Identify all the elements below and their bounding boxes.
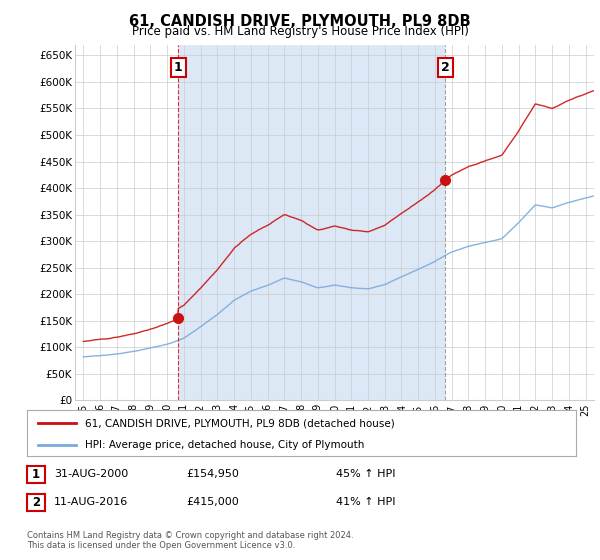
Text: 1: 1	[174, 61, 182, 74]
Text: 31-AUG-2000: 31-AUG-2000	[54, 469, 128, 479]
Text: 45% ↑ HPI: 45% ↑ HPI	[336, 469, 395, 479]
Text: 2: 2	[32, 496, 40, 509]
Text: 1: 1	[32, 468, 40, 481]
Bar	[178, 45, 445, 400]
Text: Price paid vs. HM Land Registry's House Price Index (HPI): Price paid vs. HM Land Registry's House …	[131, 25, 469, 38]
Text: £154,950: £154,950	[186, 469, 239, 479]
Text: 41% ↑ HPI: 41% ↑ HPI	[336, 497, 395, 507]
Text: 61, CANDISH DRIVE, PLYMOUTH, PL9 8DB: 61, CANDISH DRIVE, PLYMOUTH, PL9 8DB	[129, 14, 471, 29]
Text: £415,000: £415,000	[186, 497, 239, 507]
Text: 11-AUG-2016: 11-AUG-2016	[54, 497, 128, 507]
Text: 61, CANDISH DRIVE, PLYMOUTH, PL9 8DB (detached house): 61, CANDISH DRIVE, PLYMOUTH, PL9 8DB (de…	[85, 418, 394, 428]
Text: HPI: Average price, detached house, City of Plymouth: HPI: Average price, detached house, City…	[85, 440, 364, 450]
Text: Contains HM Land Registry data © Crown copyright and database right 2024.
This d: Contains HM Land Registry data © Crown c…	[27, 531, 353, 550]
Text: 2: 2	[441, 61, 449, 74]
